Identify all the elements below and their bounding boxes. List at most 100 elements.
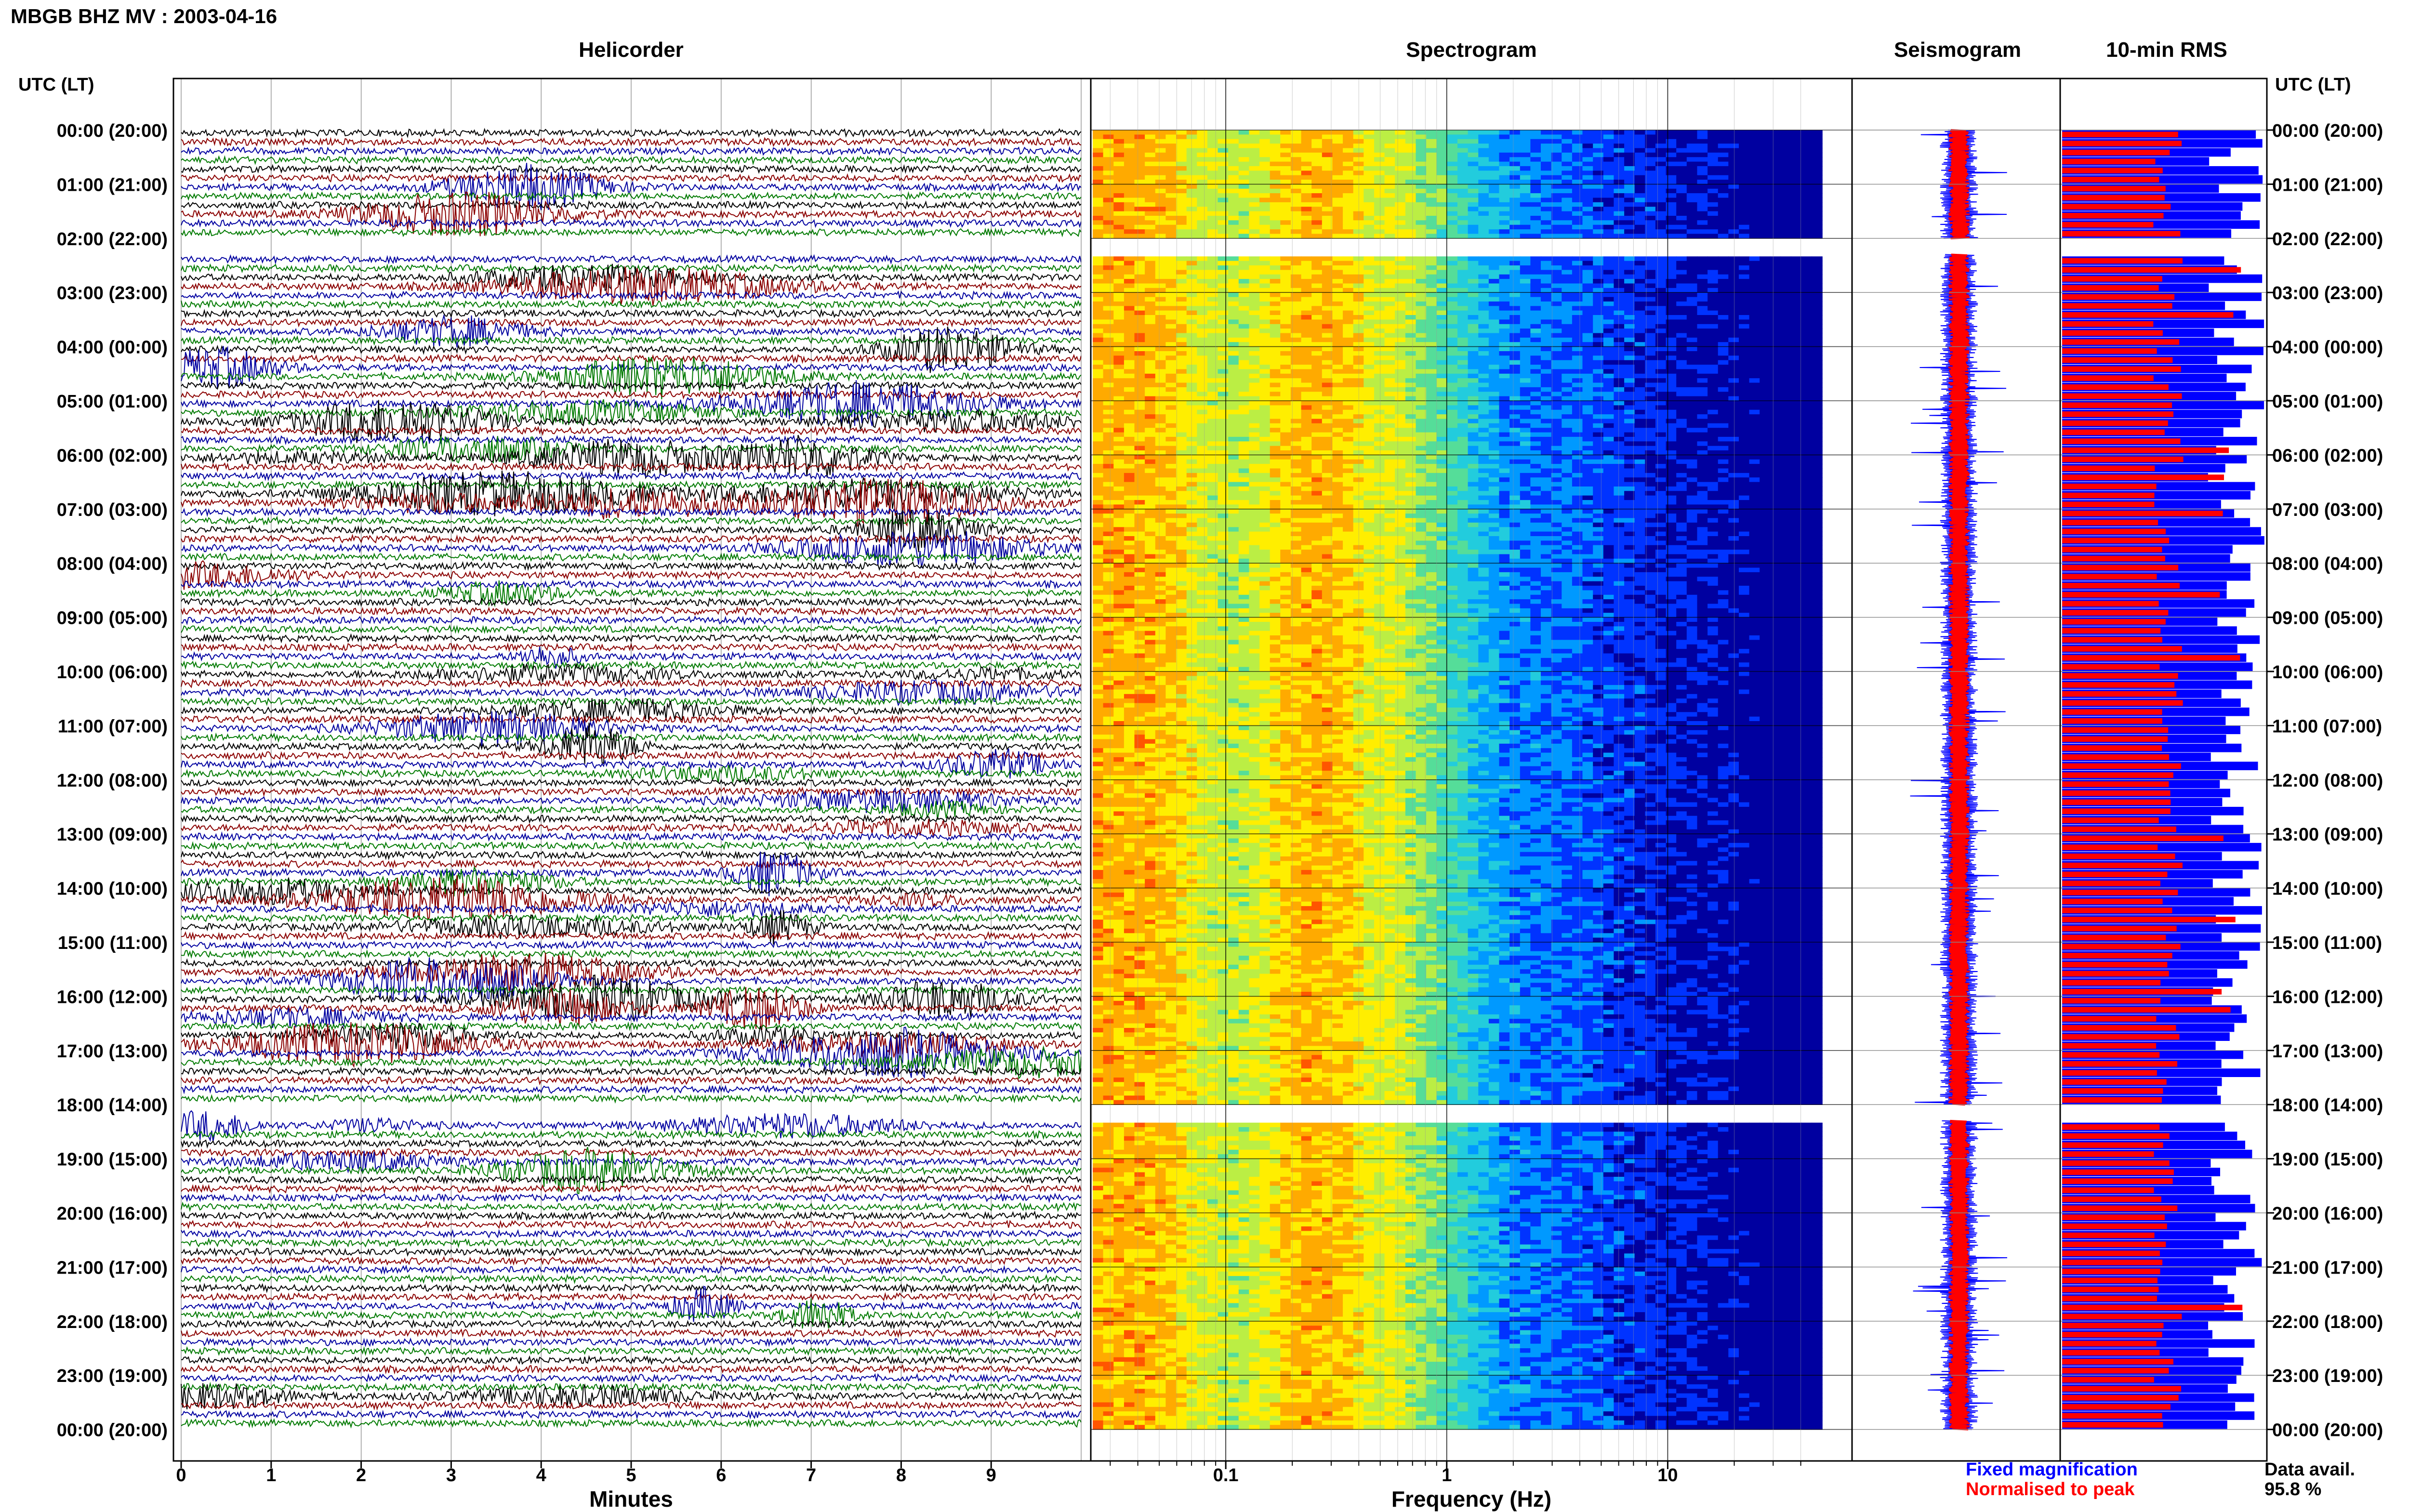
spectrogram-cell [1687, 130, 1697, 135]
spectrogram-cell [1707, 148, 1718, 153]
spectrogram-cell [1478, 180, 1489, 184]
spectrogram-cell [1583, 144, 1593, 148]
spectrogram-cell [1541, 171, 1551, 175]
spectrogram-cell [1781, 171, 1791, 175]
spectrogram-cell [1583, 171, 1593, 175]
spectrogram-cell [1249, 207, 1259, 211]
spectrogram-cell [1426, 171, 1437, 175]
spectrogram-cell [1499, 153, 1510, 158]
spectrogram-cell [1259, 130, 1270, 135]
spectrogram-cell [1363, 193, 1374, 198]
spectrogram-cell [1259, 189, 1270, 194]
spectrogram-cell [1499, 139, 1510, 144]
spectrogram-cell [1718, 175, 1729, 180]
spectrogram-cell [1207, 134, 1218, 139]
spectrogram-cell [1687, 162, 1697, 167]
spectrogram-cell [1145, 180, 1155, 184]
spectrogram-cell [1165, 202, 1176, 207]
spectrogram-cell [1697, 153, 1708, 158]
spectrogram-cell [1187, 175, 1197, 180]
spectrogram-cell [1718, 202, 1729, 207]
spectrogram-cell [1176, 184, 1187, 189]
spectrogram-cell [1572, 166, 1583, 171]
spectrogram-cell [1176, 162, 1187, 167]
spectrogram-cell [1749, 184, 1760, 189]
spectrogram-cell [1103, 198, 1114, 203]
spectrogram-cell [1301, 175, 1312, 180]
rms-title: 10-min RMS [2106, 38, 2227, 62]
spectrogram-cell [1593, 148, 1603, 153]
spectrogram-cell [1530, 189, 1541, 194]
spectrogram-cell [1489, 189, 1499, 194]
spectrogram-cell [1530, 184, 1541, 189]
spectrogram-cell [1812, 198, 1822, 203]
spectrogram-cell [1655, 180, 1666, 184]
spectrogram-cell [1468, 166, 1479, 171]
spectrogram-cell [1530, 207, 1541, 211]
spectrogram-cell [1385, 166, 1395, 171]
spectrogram-cell [1728, 162, 1739, 167]
spectrogram-cell [1551, 175, 1562, 180]
spectrogram-cell [1468, 189, 1479, 194]
spectrogram-cell [1187, 162, 1197, 167]
spectrogram-cell [1499, 166, 1510, 171]
spectrogram-cell [1781, 207, 1791, 211]
spectrogram-cell [1333, 198, 1343, 203]
spectrogram-cell [1093, 144, 1103, 148]
spectrogram-cell [1135, 171, 1145, 175]
spectrogram-cell [1374, 193, 1385, 198]
spectrogram-cell [1499, 171, 1510, 175]
spectrogram-cell [1614, 180, 1624, 184]
spectrogram-cell [1739, 198, 1749, 203]
spectrogram-cell [1645, 202, 1655, 207]
spectrogram-cell [1218, 144, 1229, 148]
spectrogram-cell [1593, 207, 1603, 211]
spectrogram-cell [1124, 202, 1135, 207]
spectrogram-cell [1583, 193, 1593, 198]
spectrogram-cell [1499, 144, 1510, 148]
spectrogram-cell [1572, 139, 1583, 144]
spectrogram-cell [1311, 193, 1322, 198]
spectrogram-cell [1176, 130, 1187, 135]
spectrogram-cell [1311, 144, 1322, 148]
spectrogram-cell [1385, 189, 1395, 194]
spectrogram-cell [1395, 153, 1405, 158]
spectrogram-cell [1697, 189, 1708, 194]
spectrogram-cell [1447, 171, 1457, 175]
spectrogram-cell [1165, 130, 1176, 135]
spectrogram-cell [1572, 202, 1583, 207]
spectrogram-cell [1093, 148, 1103, 153]
spectrogram-cell [1426, 180, 1437, 184]
spectrogram-cell [1124, 175, 1135, 180]
spectrogram-cell [1103, 202, 1114, 207]
spectrogram-cell [1228, 162, 1239, 167]
spectrogram-cell [1749, 202, 1760, 207]
spectrogram-cell [1135, 134, 1145, 139]
spectrogram-cell [1676, 193, 1687, 198]
spectrogram-cell [1603, 130, 1614, 135]
spectrogram-cell [1728, 130, 1739, 135]
spectrogram-cell [1135, 130, 1145, 135]
spectrogram-cell [1635, 193, 1645, 198]
spectrogram-cell [1385, 207, 1395, 211]
spectrogram-cell [1687, 139, 1697, 144]
spectrogram-cell [1259, 157, 1270, 162]
spectrogram-cell [1426, 202, 1437, 207]
spectrogram-cell [1259, 162, 1270, 167]
spectrogram-cell [1363, 202, 1374, 207]
spectrogram-cell [1499, 134, 1510, 139]
spectrogram-cell [1781, 162, 1791, 167]
spectrogram-cell [1645, 139, 1655, 144]
spectrogram-cell [1697, 157, 1708, 162]
spectrogram-cell [1541, 207, 1551, 211]
spectrogram-cell [1583, 198, 1593, 203]
spectrogram-cell [1707, 189, 1718, 194]
spectrogram-cell [1437, 166, 1447, 171]
spectrogram-cell [1249, 148, 1259, 153]
spectrogram-cell [1374, 130, 1385, 135]
spectrogram-cell [1270, 162, 1281, 167]
spectrogram-cell [1593, 180, 1603, 184]
spectrogram-cell [1135, 180, 1145, 184]
spectrogram-cell [1457, 153, 1468, 158]
spectrogram-cell [1155, 189, 1166, 194]
